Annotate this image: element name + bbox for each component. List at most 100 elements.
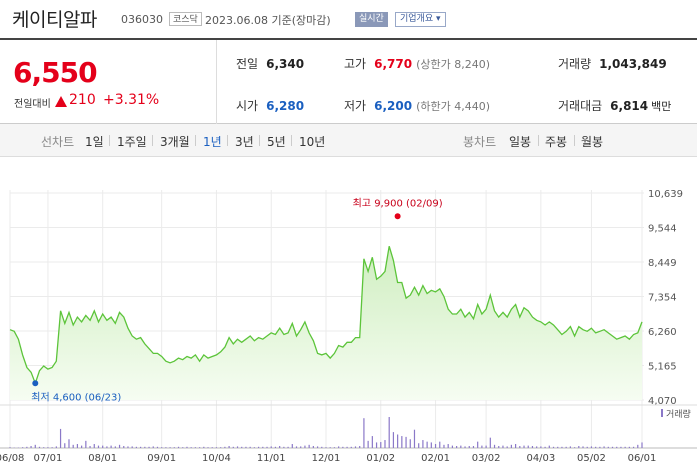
volume-bar xyxy=(26,446,28,448)
base-date: 2023.06.08 기준(장마감) xyxy=(205,14,331,27)
volume-bar xyxy=(611,446,614,448)
volume-bar xyxy=(586,446,588,448)
volume-bar xyxy=(161,447,163,448)
volume-bar xyxy=(118,444,121,448)
volume-bar xyxy=(515,444,517,448)
stock-code: 036030 xyxy=(121,13,163,26)
volume-bar xyxy=(279,446,281,448)
volume-bar xyxy=(241,446,243,448)
volume-bar xyxy=(363,418,365,448)
volume-bar xyxy=(573,447,576,448)
volume-bar xyxy=(409,439,411,448)
volume-bar xyxy=(59,428,62,448)
volume-bar xyxy=(354,446,357,448)
volume-bar xyxy=(173,447,175,448)
volume-bar xyxy=(430,442,432,448)
tab-3m[interactable]: 3개월 xyxy=(160,135,190,149)
volume-bar xyxy=(536,446,538,448)
volume-bar xyxy=(207,447,209,448)
volume-bar xyxy=(287,446,289,448)
y-tick-label: 7,354 xyxy=(648,293,677,304)
volume-bar xyxy=(388,417,390,448)
max-point xyxy=(394,213,401,220)
volume-bar xyxy=(371,436,373,448)
volume-bar xyxy=(447,444,449,448)
volume-bar xyxy=(156,446,159,448)
volume-bar xyxy=(199,447,201,448)
volume-bar xyxy=(55,446,57,448)
volume-bar xyxy=(51,447,53,448)
volume-bar xyxy=(637,444,639,448)
volume-bar xyxy=(266,446,268,448)
volume-bar xyxy=(85,440,87,448)
volume-bar xyxy=(628,446,630,448)
y-tick-label: 9,544 xyxy=(648,224,677,235)
volume-bar xyxy=(632,446,635,448)
volume-bar xyxy=(89,446,91,448)
realtime-button[interactable]: 실시간 xyxy=(355,12,388,27)
tab-5y[interactable]: 5년 xyxy=(267,135,286,149)
volume-bar xyxy=(97,445,100,448)
volume-bar xyxy=(641,442,643,448)
x-tick-label: 06/01 xyxy=(628,453,657,464)
x-tick-label: 09/01 xyxy=(147,453,176,464)
tab-weekly[interactable]: 주봉 xyxy=(545,135,568,149)
volume-bar xyxy=(569,446,571,448)
volume-bar xyxy=(9,447,11,448)
stock-header: 케이티알파 036030 코스닥 2023.06.08 기준(장마감) 실시간 … xyxy=(0,0,697,38)
tab-1w[interactable]: 1주일 xyxy=(117,135,147,149)
volume-bar xyxy=(582,446,584,448)
volume-bar xyxy=(236,446,239,448)
stat-low: 저가 6,200 (하한가 4,440) xyxy=(344,99,490,113)
tab-3y[interactable]: 3년 xyxy=(235,135,254,149)
volume-bar xyxy=(64,443,66,448)
volume-bar xyxy=(456,446,458,448)
stat-prev: 전일 6,340 xyxy=(236,57,305,71)
volume-bar xyxy=(439,441,441,448)
volume-bar xyxy=(177,446,180,448)
volume-bar xyxy=(531,446,534,448)
volume-bar xyxy=(595,446,597,448)
volume-bar xyxy=(257,446,260,448)
tab-daily[interactable]: 일봉 xyxy=(509,135,532,149)
company-overview-dropdown[interactable]: 기업개요 ▾ xyxy=(395,12,446,27)
stat-volume: 거래량 1,043,849 xyxy=(558,57,667,71)
x-tick-label: 03/02 xyxy=(472,453,501,464)
volume-bar xyxy=(380,442,382,448)
volume-bar xyxy=(249,446,251,448)
volume-bar xyxy=(367,440,369,448)
volume-bar xyxy=(144,446,146,448)
y-tick-label: 8,449 xyxy=(648,258,677,269)
tab-10y[interactable]: 10년 xyxy=(299,135,326,149)
volume-bar xyxy=(106,446,108,448)
volume-bar xyxy=(548,445,550,448)
tab-monthly[interactable]: 월봉 xyxy=(581,135,604,149)
volume-bar xyxy=(140,446,142,448)
volume-bar xyxy=(34,444,36,448)
volume-bar xyxy=(405,436,407,448)
volume-bar xyxy=(468,446,470,448)
volume-bar xyxy=(102,445,104,448)
current-price: 6,550 xyxy=(13,56,98,89)
volume-bar xyxy=(232,446,234,448)
volume-bar xyxy=(93,444,95,448)
volume-bar xyxy=(506,446,508,448)
volume-bar xyxy=(68,439,70,448)
x-tick-label: 07/01 xyxy=(34,453,63,464)
volume-bar xyxy=(510,444,512,448)
volume-bar xyxy=(565,446,567,448)
volume-bar xyxy=(599,446,601,448)
volume-bar xyxy=(338,446,340,448)
volume-bar xyxy=(603,446,605,448)
volume-bar xyxy=(72,444,74,448)
volume-bar xyxy=(127,446,129,448)
volume-bar xyxy=(270,446,272,448)
tab-1d[interactable]: 1일 xyxy=(85,135,104,149)
tab-1y[interactable]: 1년 xyxy=(203,135,222,149)
volume-bar xyxy=(413,429,416,448)
volume-bar xyxy=(418,443,420,448)
volume-bar xyxy=(316,446,319,448)
volume-bar xyxy=(186,446,188,448)
volume-bar xyxy=(544,446,546,448)
